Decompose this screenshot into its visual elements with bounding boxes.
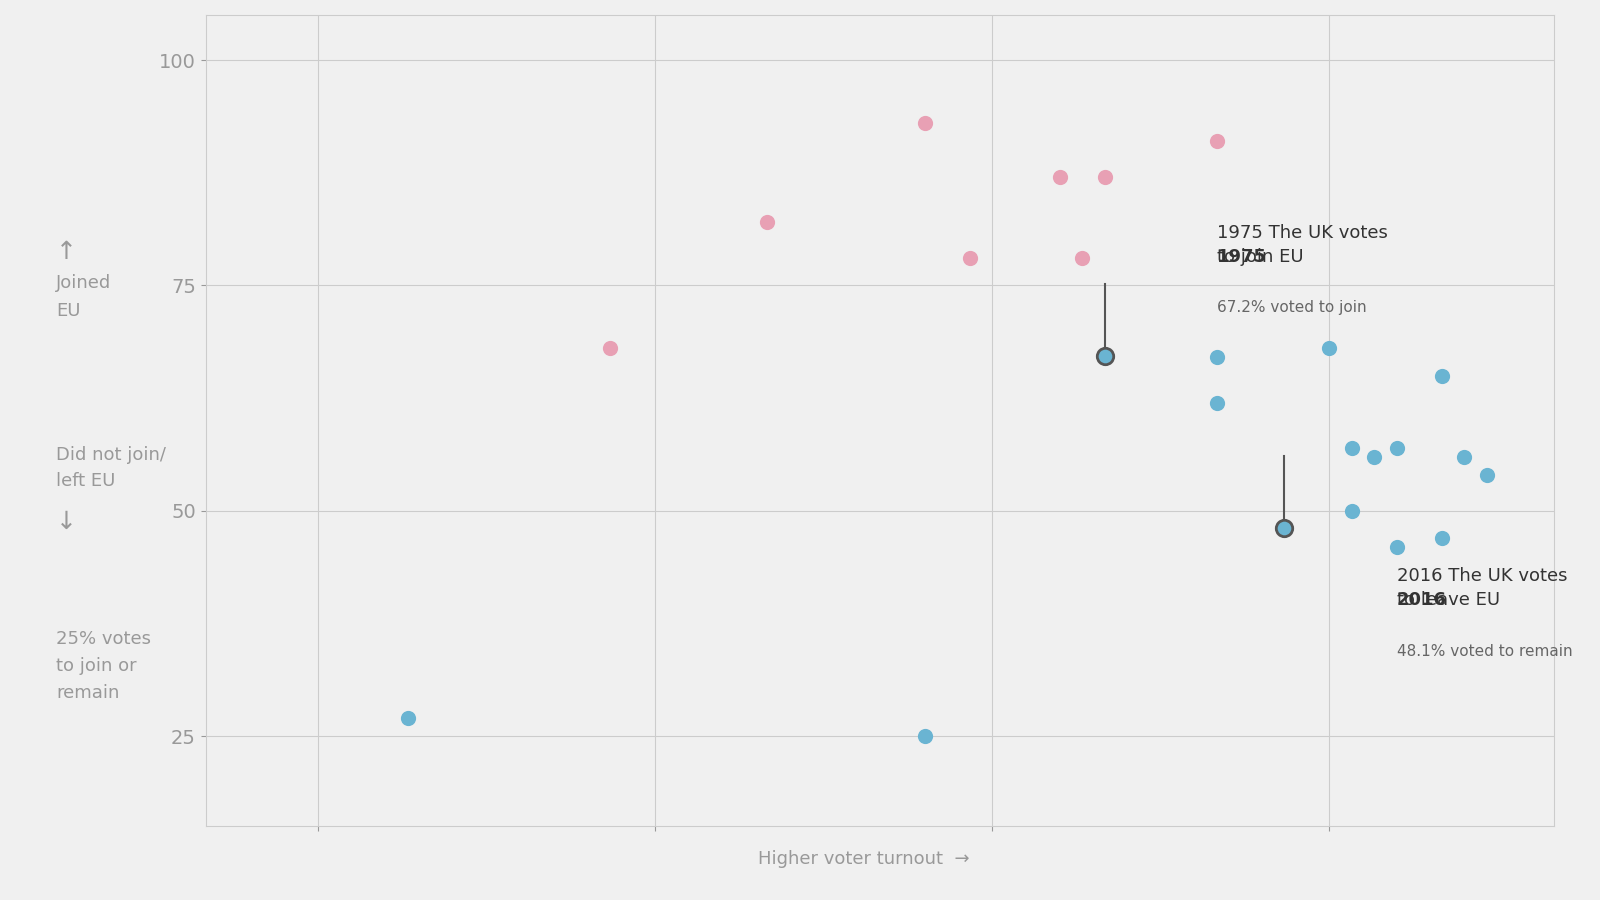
Text: Joined: Joined	[56, 274, 112, 292]
Text: remain: remain	[56, 684, 120, 702]
Point	[1339, 503, 1365, 517]
Text: 1975 The UK votes
to join EU: 1975 The UK votes to join EU	[1218, 224, 1387, 266]
Text: 67.2% voted to join: 67.2% voted to join	[1218, 300, 1366, 315]
Text: 1975: 1975	[1218, 248, 1267, 266]
Text: Higher voter turnout  →: Higher voter turnout →	[758, 850, 970, 868]
Point	[1205, 350, 1230, 365]
Text: 48.1% voted to remain: 48.1% voted to remain	[1397, 644, 1573, 659]
Text: Did not join/: Did not join/	[56, 446, 166, 464]
Point	[1205, 395, 1230, 410]
Point	[912, 116, 938, 130]
Point	[912, 729, 938, 743]
Point	[1384, 539, 1410, 554]
Point	[1474, 467, 1499, 482]
Point	[1046, 170, 1072, 184]
Text: 2016: 2016	[1397, 591, 1446, 609]
Point	[395, 711, 421, 725]
Point	[1362, 449, 1387, 464]
Point	[1451, 449, 1477, 464]
Text: 2016 The UK votes
to leave EU: 2016 The UK votes to leave EU	[1397, 567, 1568, 609]
Point	[755, 215, 781, 230]
Point	[1272, 520, 1298, 535]
Text: EU: EU	[56, 302, 80, 319]
Text: 25% votes: 25% votes	[56, 630, 150, 648]
Point	[1429, 368, 1454, 382]
Point	[597, 341, 622, 356]
Point	[1069, 251, 1094, 266]
Text: ↑: ↑	[56, 240, 77, 264]
Point	[1317, 341, 1342, 356]
Point	[1091, 348, 1117, 363]
Point	[1339, 440, 1365, 454]
Point	[1384, 440, 1410, 454]
Text: ↓: ↓	[56, 510, 77, 534]
Point	[1091, 170, 1117, 184]
Text: left EU: left EU	[56, 472, 115, 490]
Point	[1429, 530, 1454, 544]
Point	[957, 251, 982, 266]
Text: to join or: to join or	[56, 657, 136, 675]
Point	[1205, 134, 1230, 148]
